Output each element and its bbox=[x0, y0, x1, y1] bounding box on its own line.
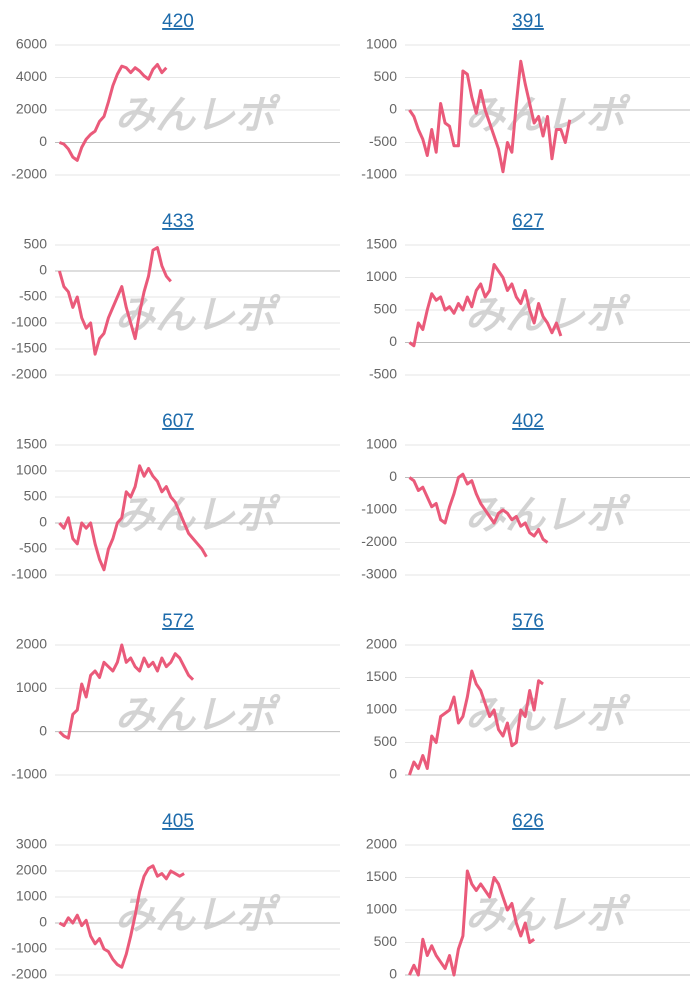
data-line bbox=[408, 472, 549, 544]
y-tick-label: 1500 bbox=[16, 436, 47, 452]
y-tick-label: -1000 bbox=[361, 501, 397, 517]
data-line bbox=[408, 263, 563, 348]
y-tick-label: 4000 bbox=[16, 68, 47, 84]
watermark: みんレポ bbox=[115, 94, 281, 138]
y-tick-label: 6000 bbox=[16, 36, 47, 52]
y-tick-label: 500 bbox=[24, 236, 48, 252]
chart-title[interactable]: 420 bbox=[162, 11, 194, 32]
data-line bbox=[58, 63, 168, 162]
chart: 405 -2000 -1000 0 1000 2000 3000 みんレポ bbox=[11, 811, 340, 982]
y-tick-label: -2000 bbox=[11, 166, 47, 182]
y-tick-label: 0 bbox=[389, 766, 397, 782]
y-tick-label: 0 bbox=[39, 133, 47, 149]
y-tick-label: 500 bbox=[374, 301, 398, 317]
y-tick-label: 1500 bbox=[366, 668, 397, 684]
y-tick-label: -1000 bbox=[11, 940, 47, 956]
y-tick-label: 1000 bbox=[366, 901, 397, 917]
y-tick-label: 500 bbox=[374, 933, 398, 949]
y-tick-label: -1000 bbox=[11, 566, 47, 582]
data-line bbox=[408, 59, 572, 174]
y-tick-label: 1000 bbox=[16, 462, 47, 478]
y-tick-label: 2000 bbox=[16, 101, 47, 117]
y-tick-label: 2000 bbox=[16, 636, 47, 652]
y-tick-label: 0 bbox=[389, 468, 397, 484]
data-line bbox=[58, 864, 185, 969]
y-tick-label: 1500 bbox=[366, 236, 397, 252]
chart-title[interactable]: 576 bbox=[512, 611, 544, 632]
y-tick-label: 0 bbox=[389, 333, 397, 349]
watermark: みんレポ bbox=[465, 294, 631, 338]
y-tick-label: -2000 bbox=[11, 366, 47, 382]
y-tick-label: 0 bbox=[389, 101, 397, 117]
chart: 420 -2000 0 2000 4000 6000 みんレポ bbox=[11, 11, 340, 182]
y-tick-label: 1500 bbox=[366, 868, 397, 884]
y-tick-label: -500 bbox=[369, 366, 397, 382]
chart: 402 -3000 -2000 -1000 0 1000 みんレポ bbox=[361, 411, 690, 582]
data-line bbox=[408, 669, 544, 776]
y-tick-label: 2000 bbox=[366, 836, 397, 852]
chart: 572 -1000 0 1000 2000 みんレポ bbox=[11, 611, 340, 782]
y-tick-label: 3000 bbox=[16, 836, 47, 852]
watermark: みんレポ bbox=[115, 894, 281, 938]
y-tick-label: 500 bbox=[374, 733, 398, 749]
chart-title[interactable]: 402 bbox=[512, 411, 544, 432]
chart-title[interactable]: 391 bbox=[512, 11, 544, 32]
y-tick-label: -2000 bbox=[11, 966, 47, 982]
watermark: みんレポ bbox=[115, 494, 281, 538]
chart: 576 0 500 1000 1500 2000 みんレポ bbox=[366, 611, 690, 782]
chart-title[interactable]: 433 bbox=[162, 211, 194, 232]
watermark: みんレポ bbox=[115, 694, 281, 738]
data-line bbox=[58, 643, 195, 740]
y-tick-label: 2000 bbox=[366, 636, 397, 652]
y-tick-label: -1000 bbox=[11, 766, 47, 782]
y-tick-label: -1500 bbox=[11, 340, 47, 356]
y-tick-label: 0 bbox=[39, 262, 47, 278]
y-tick-label: 2000 bbox=[16, 862, 47, 878]
data-line bbox=[58, 246, 172, 356]
chart-title[interactable]: 627 bbox=[512, 211, 544, 232]
y-tick-label: -3000 bbox=[361, 566, 397, 582]
y-tick-label: -2000 bbox=[361, 533, 397, 549]
watermark: みんレポ bbox=[465, 694, 631, 738]
y-tick-label: 0 bbox=[389, 966, 397, 982]
chart: 607 -1000 -500 0 500 1000 1500 みんレポ bbox=[11, 411, 340, 582]
chart-title[interactable]: 572 bbox=[162, 611, 194, 632]
y-tick-label: 1000 bbox=[366, 268, 397, 284]
chart-title[interactable]: 405 bbox=[162, 811, 194, 832]
y-tick-label: 500 bbox=[24, 488, 48, 504]
y-tick-label: 0 bbox=[39, 914, 47, 930]
y-tick-label: 1000 bbox=[366, 36, 397, 52]
watermark: みんレポ bbox=[465, 494, 631, 538]
y-tick-label: -500 bbox=[19, 288, 47, 304]
data-line bbox=[408, 869, 536, 977]
y-tick-label: 1000 bbox=[16, 679, 47, 695]
y-tick-label: -500 bbox=[19, 540, 47, 556]
y-tick-label: 0 bbox=[39, 514, 47, 530]
y-tick-label: 1000 bbox=[366, 701, 397, 717]
chart-title[interactable]: 626 bbox=[512, 811, 544, 832]
chart: 627 -500 0 500 1000 1500 みんレポ bbox=[366, 211, 690, 382]
chart-title[interactable]: 607 bbox=[162, 411, 194, 432]
y-tick-label: 0 bbox=[39, 722, 47, 738]
y-tick-label: 1000 bbox=[16, 888, 47, 904]
watermark: みんレポ bbox=[465, 894, 631, 938]
data-line bbox=[58, 464, 208, 572]
y-tick-label: 500 bbox=[374, 68, 398, 84]
y-tick-label: -1000 bbox=[11, 314, 47, 330]
y-tick-label: -500 bbox=[369, 133, 397, 149]
y-tick-label: 1000 bbox=[366, 436, 397, 452]
chart: 626 0 500 1000 1500 2000 みんレポ bbox=[366, 811, 690, 982]
y-tick-label: -1000 bbox=[361, 166, 397, 182]
